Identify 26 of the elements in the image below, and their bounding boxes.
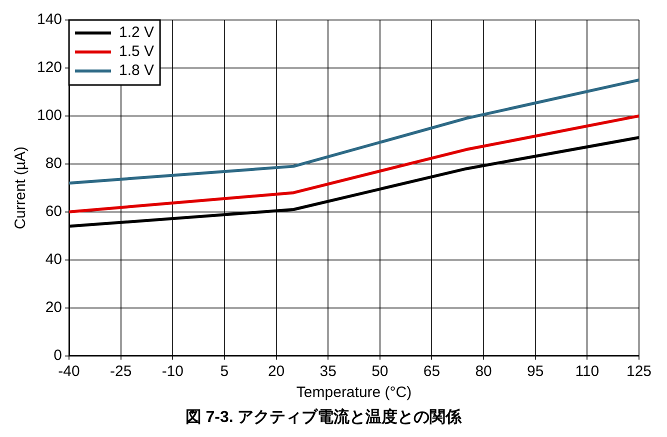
x-tick-label: -25 [110, 362, 132, 380]
legend-label: 1.5 V [119, 43, 154, 60]
y-axis-title: Current (µA) [12, 146, 30, 230]
y-tick-label: 20 [45, 298, 62, 316]
legend-label: 1.8 V [119, 62, 154, 80]
y-tick-label: 100 [36, 107, 62, 124]
x-axis-title: Temperature (°C) [296, 384, 412, 401]
x-tick-label: 65 [423, 362, 440, 380]
x-tick-label: 95 [527, 362, 544, 380]
x-tick-label: 110 [575, 362, 600, 380]
y-tick-label: 80 [45, 155, 62, 172]
x-tick-label: 35 [320, 362, 336, 380]
x-tick-label: -40 [58, 362, 80, 380]
x-tick-label: 80 [475, 362, 492, 380]
x-tick-label: 50 [372, 362, 388, 380]
y-tick-label: 140 [36, 11, 62, 28]
x-tick-label: 125 [626, 362, 652, 380]
text: 図 7-3. アクティブ電流と温度との関係 [185, 406, 463, 426]
legend-label: 1.2 V [119, 24, 154, 42]
x-tick-label: 20 [268, 362, 285, 380]
y-tick-label: 40 [45, 251, 62, 268]
y-tick-label: 120 [36, 59, 62, 76]
y-tick-label: 0 [54, 346, 62, 364]
x-tick-label: -10 [162, 362, 184, 380]
y-tick-label: 60 [45, 203, 62, 220]
x-tick-label: 5 [220, 362, 229, 380]
